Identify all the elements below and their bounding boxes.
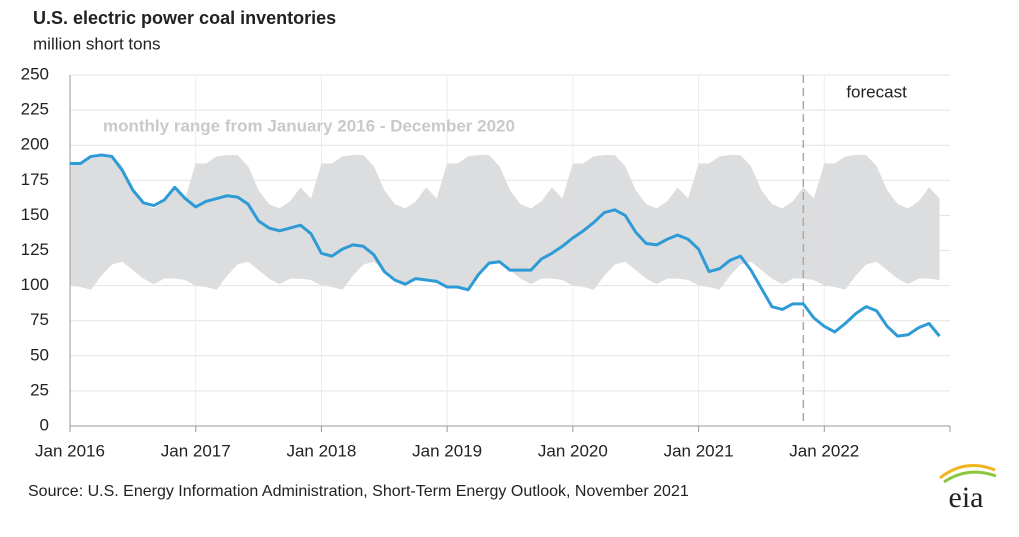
logo: eia bbox=[939, 464, 997, 514]
y-tick-label: 250 bbox=[21, 64, 49, 83]
x-tick-label: Jan 2020 bbox=[538, 441, 608, 460]
forecast-label: forecast bbox=[846, 82, 907, 101]
y-tick-label: 225 bbox=[21, 100, 49, 119]
x-tick-label: Jan 2019 bbox=[412, 441, 482, 460]
x-tick-label: Jan 2021 bbox=[664, 441, 734, 460]
y-tick-label: 150 bbox=[21, 205, 49, 224]
y-tick-label: 25 bbox=[30, 380, 49, 399]
range-band bbox=[321, 155, 448, 290]
logo-arc bbox=[939, 464, 996, 480]
range-label: monthly range from January 2016 - Decemb… bbox=[103, 116, 515, 135]
y-tick-label: 0 bbox=[40, 415, 49, 434]
logo-arc bbox=[943, 470, 997, 484]
logo-text: eia bbox=[949, 481, 984, 514]
chart-subtitle: million short tons bbox=[33, 34, 161, 53]
data-line bbox=[70, 153, 941, 338]
x-tick-label: Jan 2017 bbox=[161, 441, 231, 460]
range-band bbox=[70, 155, 196, 290]
range-band bbox=[698, 155, 825, 290]
chart-title: U.S. electric power coal inventories bbox=[33, 8, 336, 28]
source: Source: U.S. Energy Information Administ… bbox=[28, 483, 689, 500]
x-tick-label: Jan 2016 bbox=[35, 441, 105, 460]
range-band bbox=[824, 155, 940, 290]
y-tick-label: 125 bbox=[21, 240, 49, 259]
range-band bbox=[572, 155, 699, 290]
y-tick-label: 50 bbox=[30, 345, 49, 364]
y-tick-label: 75 bbox=[30, 310, 49, 329]
y-tick-label: 200 bbox=[21, 135, 49, 154]
y-tick-label: 100 bbox=[21, 275, 49, 294]
x-tick-label: Jan 2018 bbox=[286, 441, 356, 460]
x-tick-label: Jan 2022 bbox=[789, 441, 859, 460]
y-tick-label: 175 bbox=[21, 170, 49, 189]
range-band bbox=[447, 155, 573, 290]
